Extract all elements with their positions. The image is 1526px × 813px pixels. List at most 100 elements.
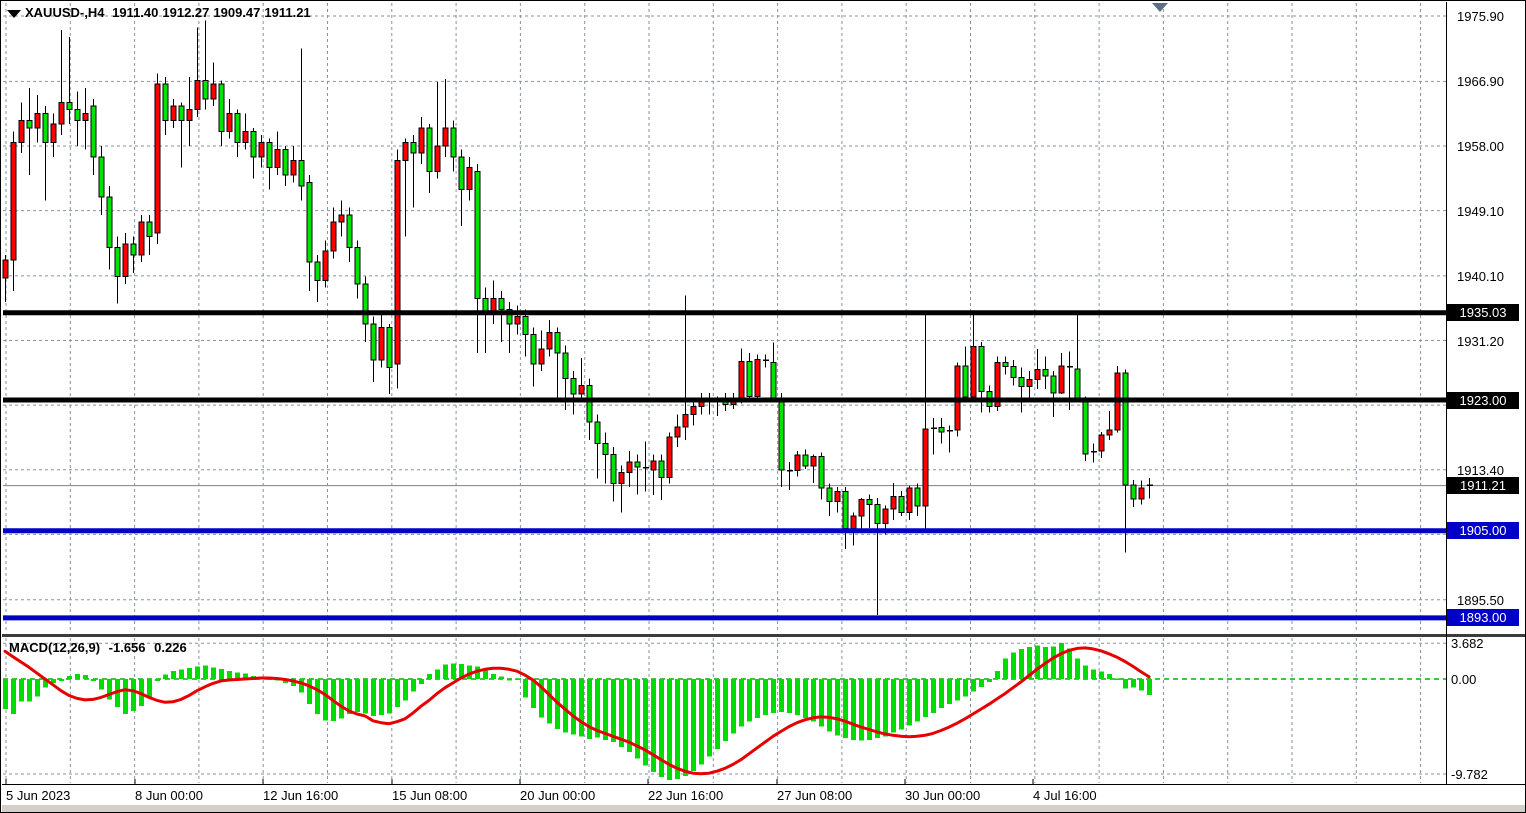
macd-bar bbox=[299, 679, 304, 693]
price-axis-label: 1913.40 bbox=[1457, 462, 1504, 478]
macd-bar bbox=[635, 679, 640, 759]
candle bbox=[442, 79, 449, 157]
candle bbox=[378, 314, 385, 368]
candle bbox=[898, 490, 905, 517]
macd-bar bbox=[67, 676, 72, 679]
candle-body bbox=[42, 112, 49, 143]
candle bbox=[1130, 479, 1137, 507]
macd-bar bbox=[1011, 652, 1016, 679]
candle bbox=[530, 327, 537, 387]
candle bbox=[1138, 480, 1145, 505]
price-axis-label: 1958.00 bbox=[1457, 138, 1504, 154]
macd-bar bbox=[603, 679, 608, 741]
candle bbox=[162, 76, 169, 136]
candle-body bbox=[410, 141, 417, 154]
candle bbox=[178, 102, 185, 168]
macd-bar bbox=[219, 668, 224, 679]
macd-bar bbox=[643, 679, 648, 766]
macd-bar bbox=[1091, 669, 1096, 679]
macd-bar bbox=[195, 666, 200, 679]
price-axis-label: 1966.90 bbox=[1457, 74, 1504, 90]
macd-bar bbox=[307, 679, 312, 705]
macd-bar bbox=[675, 679, 680, 780]
macd-bar bbox=[1099, 671, 1104, 679]
candle bbox=[618, 465, 625, 513]
candle-body bbox=[1042, 369, 1049, 377]
price-badge: 1911.21 bbox=[1447, 477, 1519, 495]
pane-divider[interactable] bbox=[2, 634, 1525, 637]
macd-bar bbox=[35, 679, 40, 697]
candle-body bbox=[378, 326, 385, 361]
candle bbox=[931, 418, 937, 455]
candle bbox=[98, 145, 105, 215]
candle-body bbox=[90, 105, 97, 158]
macd-bar bbox=[587, 679, 592, 740]
macd-bar bbox=[819, 679, 824, 727]
macd-bar bbox=[547, 679, 552, 724]
candle bbox=[242, 113, 249, 150]
macd-bar bbox=[371, 679, 376, 716]
candle bbox=[386, 323, 393, 395]
candle-body bbox=[250, 130, 257, 158]
candle-body bbox=[1122, 372, 1129, 486]
candle bbox=[906, 485, 913, 520]
macd-bar bbox=[699, 679, 704, 765]
macd-bar bbox=[811, 679, 816, 722]
macd-bar bbox=[619, 679, 624, 747]
macd-bar bbox=[859, 679, 864, 741]
candle-body bbox=[2, 259, 9, 279]
macd-bar bbox=[211, 667, 216, 679]
candle-body bbox=[1098, 434, 1105, 452]
price-axis-label: 1931.20 bbox=[1457, 333, 1504, 349]
macd-bar bbox=[915, 679, 920, 722]
candle-body bbox=[498, 297, 505, 310]
symbol-dropdown-icon bbox=[7, 9, 21, 18]
macd-bar bbox=[1147, 679, 1152, 696]
candle-body bbox=[394, 159, 401, 365]
candle-body bbox=[842, 491, 849, 530]
candle-body bbox=[50, 123, 57, 143]
macd-bar bbox=[499, 676, 504, 679]
macd-bar bbox=[467, 665, 472, 679]
candle bbox=[282, 145, 289, 186]
candle bbox=[778, 392, 785, 488]
candle-body bbox=[1002, 361, 1009, 368]
candle bbox=[370, 316, 377, 382]
candle-doji-body bbox=[1091, 450, 1097, 453]
macd-value: -1.656 bbox=[108, 640, 146, 655]
candle bbox=[138, 214, 145, 263]
candle-body bbox=[810, 456, 817, 467]
candle-body bbox=[802, 454, 809, 467]
candle-body bbox=[290, 159, 297, 176]
price-badge: 1893.00 bbox=[1447, 609, 1519, 627]
candle-body bbox=[578, 385, 585, 395]
macd-bar bbox=[883, 679, 888, 737]
price-axis-label: 1975.90 bbox=[1457, 9, 1504, 24]
candle-body bbox=[58, 101, 65, 125]
candle-body bbox=[970, 345, 977, 398]
price-badge: 1905.00 bbox=[1447, 522, 1519, 540]
macd-bar bbox=[779, 679, 784, 713]
candle bbox=[338, 200, 345, 237]
candle-body bbox=[682, 414, 689, 428]
macd-histogram bbox=[3, 643, 1152, 780]
candle bbox=[650, 454, 657, 496]
candle bbox=[506, 302, 513, 353]
candle bbox=[538, 330, 545, 372]
candle bbox=[666, 432, 673, 484]
candle bbox=[466, 156, 473, 201]
candle-body bbox=[362, 283, 369, 325]
candle bbox=[434, 82, 441, 179]
candle bbox=[643, 441, 649, 492]
macd-bar bbox=[987, 679, 992, 682]
macd-bar bbox=[83, 675, 88, 679]
candle bbox=[698, 392, 705, 415]
candle bbox=[322, 240, 329, 288]
candle bbox=[298, 48, 305, 201]
candle bbox=[874, 498, 881, 615]
candle-body bbox=[266, 141, 273, 169]
macd-bar bbox=[627, 679, 632, 752]
candle-body bbox=[82, 112, 89, 122]
